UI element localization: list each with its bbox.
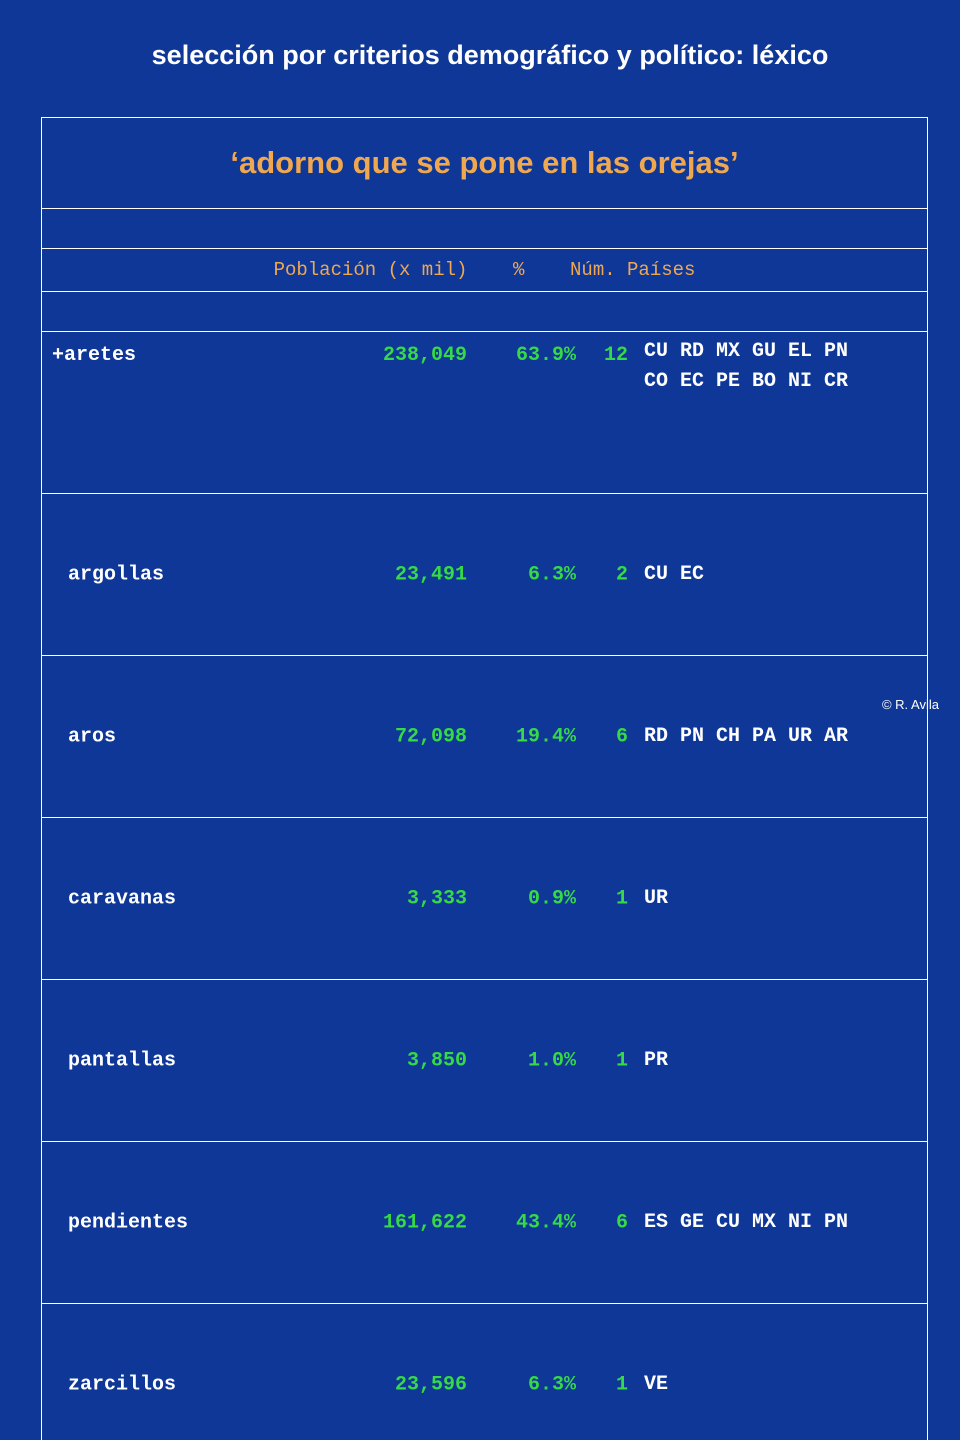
table-row: argollas 23,491 6.3% 2 CU EC [42,494,928,656]
lexeme: pendientes [68,1211,188,1234]
table-row: +aretes 238,049 63.9% 12 CU RD MX GU EL … [42,332,928,494]
countries: UR [644,884,668,914]
percent: 6.3% [478,1373,576,1396]
percent: 63.9% [478,344,576,367]
percent: 1.0% [478,1049,576,1072]
num-countries: 6 [590,725,628,748]
column-header-row: Población (x mil) % Núm. Países [42,249,928,292]
percent: 0.9% [478,887,576,910]
num-countries: 1 [590,887,628,910]
table-row: zarcillos 23,596 6.3% 1 VE [42,1304,928,1440]
copyright-credit: © R. Avila [882,697,939,712]
lexeme: pantallas [68,1049,176,1072]
lexeme: +aretes [52,344,136,367]
percent: 43.4% [478,1211,576,1234]
blank-row [42,209,928,249]
concept-title: ‘adorno que se pone en las orejas’ [42,118,928,209]
num-countries: 6 [590,1211,628,1234]
countries: CU EC [644,560,704,590]
population: 238,049 [297,344,467,367]
table-row: pantallas 3,850 1.0% 1 PR [42,980,928,1142]
countries: PR [644,1046,668,1076]
num-countries: 1 [590,1049,628,1072]
column-headers: Población (x mil) % Núm. Países [42,249,928,292]
num-countries: 1 [590,1373,628,1396]
num-countries: 12 [590,344,628,367]
lexeme: argollas [68,563,164,586]
lexeme: aros [68,725,116,748]
population: 72,098 [297,725,467,748]
population: 161,622 [297,1211,467,1234]
num-countries: 2 [590,563,628,586]
population: 3,850 [297,1049,467,1072]
blank-row [42,292,928,332]
slide-title: selección por criterios demográfico y po… [0,40,960,71]
countries: RD PN CH PA UR AR [644,722,848,752]
population: 23,596 [297,1373,467,1396]
percent: 6.3% [478,563,576,586]
population: 23,491 [297,563,467,586]
concept-row: ‘adorno que se pone en las orejas’ [42,118,928,209]
lexicon-table: ‘adorno que se pone en las orejas’ Pobla… [41,117,928,1440]
lexeme: caravanas [68,887,176,910]
table-row: caravanas 3,333 0.9% 1 UR [42,818,928,980]
population: 3,333 [297,887,467,910]
table-row: pendientes 161,622 43.4% 6 ES GE CU MX N… [42,1142,928,1304]
percent: 19.4% [478,725,576,748]
lexeme: zarcillos [68,1373,176,1396]
table-row: aros 72,098 19.4% 6 RD PN CH PA UR AR [42,656,928,818]
countries: VE [644,1370,668,1400]
countries: ES GE CU MX NI PN [644,1208,848,1238]
